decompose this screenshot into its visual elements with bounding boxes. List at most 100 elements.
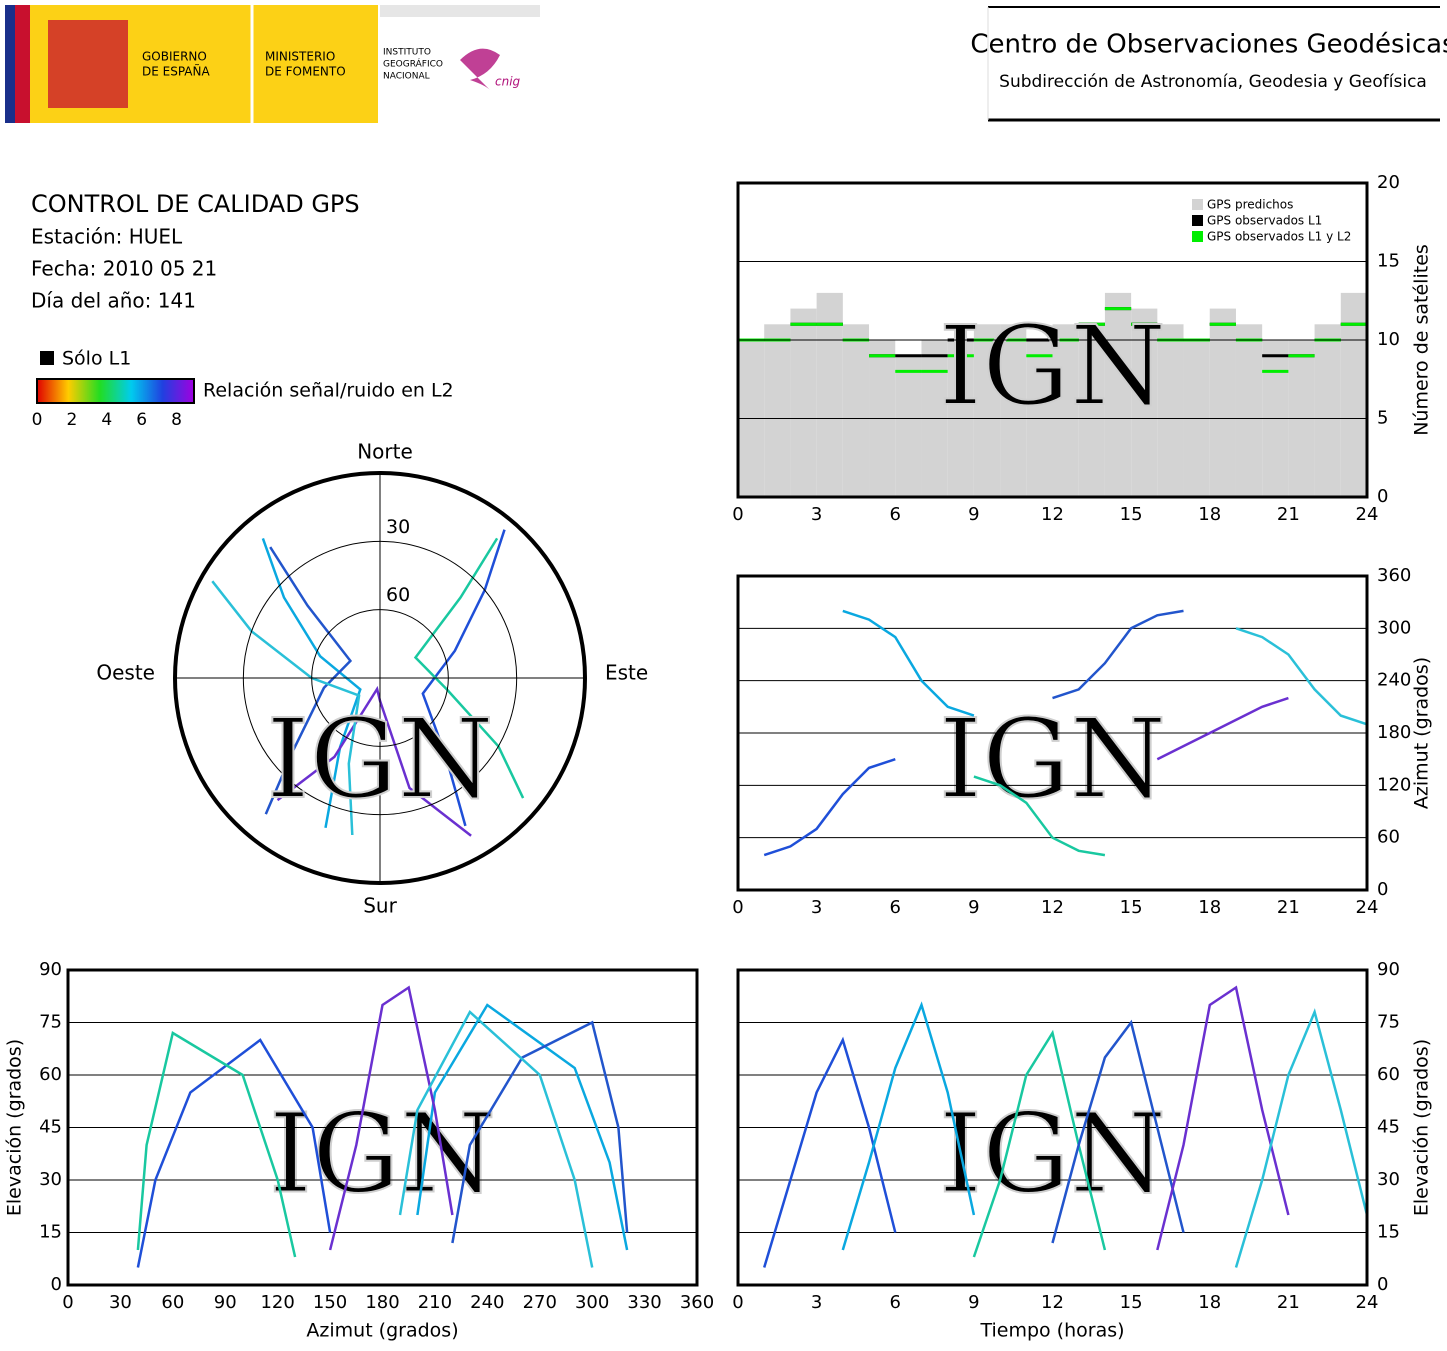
y-axis-label: Elevación (grados) bbox=[1411, 1039, 1433, 1216]
colorbar-label: Relación señal/ruido en L2 bbox=[203, 380, 454, 402]
plot-frame bbox=[66, 968, 699, 1287]
predicted-bar bbox=[1314, 324, 1341, 497]
x-tick-label: 0 bbox=[62, 1292, 73, 1313]
report-title: CONTROL DE CALIDAD GPS bbox=[31, 190, 360, 218]
legend-swatch bbox=[1192, 231, 1203, 242]
x-tick-label: 60 bbox=[161, 1292, 184, 1313]
y-tick-label: 15 bbox=[1377, 251, 1400, 272]
x-tick-label: 90 bbox=[214, 1292, 237, 1313]
y-axis-label: Azimut (grados) bbox=[1411, 657, 1433, 809]
legend-entry: GPS predichos bbox=[1207, 198, 1293, 212]
day-of-year: Día del año: 141 bbox=[31, 289, 196, 313]
legend-entry: GPS observados L1 bbox=[1207, 214, 1322, 228]
x-tick-label: 21 bbox=[1277, 1292, 1300, 1313]
y-tick-label: 75 bbox=[39, 1012, 62, 1033]
predicted-bar bbox=[790, 308, 817, 497]
ring-label: 60 bbox=[386, 584, 410, 606]
x-tick-label: 21 bbox=[1277, 504, 1300, 525]
x-tick-label: 0 bbox=[732, 897, 743, 918]
direction-label: Oeste bbox=[96, 661, 155, 685]
x-tick-label: 3 bbox=[811, 504, 822, 525]
y-tick-label: 60 bbox=[1377, 827, 1400, 848]
sky-track bbox=[276, 685, 472, 837]
y-tick-label: 45 bbox=[39, 1117, 62, 1138]
plot-frame bbox=[736, 968, 1369, 1287]
sky-track bbox=[264, 546, 353, 815]
l1-legend: Sólo L1 bbox=[62, 348, 131, 370]
y-tick-label: 45 bbox=[1377, 1117, 1400, 1138]
y-tick-label: 90 bbox=[1377, 959, 1400, 980]
date: Fecha: 2010 05 21 bbox=[31, 257, 217, 281]
track bbox=[842, 609, 975, 717]
direction-label: Este bbox=[605, 661, 648, 685]
watermark: IGN bbox=[266, 695, 494, 823]
y-tick-label: 180 bbox=[1377, 722, 1411, 743]
x-tick-label: 18 bbox=[1198, 504, 1221, 525]
center-title: Centro de Observaciones Geodésicas bbox=[970, 30, 1447, 60]
y-tick-label: 360 bbox=[1377, 565, 1411, 586]
x-tick-label: 12 bbox=[1041, 504, 1064, 525]
y-tick-label: 0 bbox=[1377, 486, 1388, 507]
track bbox=[972, 1029, 1107, 1258]
y-tick-label: 0 bbox=[1377, 879, 1388, 900]
direction-label: Sur bbox=[363, 894, 397, 918]
predicted-bar bbox=[1157, 324, 1184, 497]
track bbox=[328, 985, 454, 1251]
colorbar-tick: 4 bbox=[101, 410, 112, 430]
predicted-bar bbox=[973, 324, 1001, 497]
x-tick-label: 24 bbox=[1356, 897, 1379, 918]
x-tick-label: 21 bbox=[1277, 897, 1300, 918]
gov-text: GOBIERNO bbox=[142, 50, 207, 64]
predicted-bar bbox=[1078, 324, 1105, 497]
predicted-bar bbox=[1235, 324, 1263, 497]
legend-entry: GPS observados L1 y L2 bbox=[1207, 230, 1351, 244]
predicted-bar bbox=[1209, 308, 1236, 497]
l1-swatch bbox=[40, 351, 54, 365]
ign-text: NACIONAL bbox=[383, 72, 430, 82]
track bbox=[1234, 1008, 1369, 1268]
track bbox=[136, 1031, 297, 1258]
y-tick-label: 15 bbox=[39, 1222, 62, 1243]
y-tick-label: 15 bbox=[1377, 1222, 1400, 1243]
colorbar bbox=[36, 378, 195, 404]
watermark: IGN bbox=[269, 1089, 497, 1217]
x-tick-label: 15 bbox=[1120, 504, 1143, 525]
direction-label: Norte bbox=[357, 440, 413, 464]
sky-track bbox=[211, 580, 361, 836]
header-logos: GOBIERNO DE ESPAÑA MINISTERIO DE FOMENTO… bbox=[5, 5, 540, 123]
ign-text: INSTITUTO bbox=[383, 48, 431, 58]
y-tick-label: 20 bbox=[1377, 172, 1400, 193]
x-tick-label: 330 bbox=[627, 1292, 661, 1313]
track bbox=[1051, 1019, 1185, 1244]
x-tick-label: 240 bbox=[470, 1292, 504, 1313]
x-tick-label: 9 bbox=[968, 1292, 979, 1313]
track bbox=[1156, 696, 1289, 761]
legend-swatch bbox=[1192, 199, 1203, 210]
x-tick-label: 120 bbox=[260, 1292, 294, 1313]
colorbar-tick: 0 bbox=[32, 410, 43, 430]
y-tick-label: 0 bbox=[1377, 1274, 1388, 1295]
ign-text: GEOGRÁFICO bbox=[383, 58, 443, 70]
x-tick-label: 3 bbox=[811, 897, 822, 918]
x-tick-label: 6 bbox=[890, 1292, 901, 1313]
track bbox=[398, 1010, 594, 1268]
predicted-bar bbox=[1052, 324, 1079, 497]
ring-label: 30 bbox=[386, 516, 410, 538]
predicted-bar bbox=[1104, 292, 1132, 497]
y-tick-label: 90 bbox=[39, 959, 62, 980]
watermark: IGN bbox=[939, 695, 1167, 823]
predicted-bar bbox=[842, 324, 870, 497]
y-axis-label: Elevación (grados) bbox=[4, 1039, 26, 1216]
x-tick-label: 30 bbox=[109, 1292, 132, 1313]
track bbox=[416, 1003, 629, 1251]
track bbox=[1235, 627, 1368, 726]
x-tick-label: 300 bbox=[575, 1292, 609, 1313]
x-tick-label: 0 bbox=[732, 1292, 743, 1313]
gov-text: DE ESPAÑA bbox=[142, 64, 210, 79]
y-tick-label: 60 bbox=[1377, 1064, 1400, 1085]
plot-frame bbox=[736, 181, 1369, 499]
x-tick-label: 24 bbox=[1356, 504, 1379, 525]
y-tick-label: 75 bbox=[1377, 1012, 1400, 1033]
sky-track bbox=[421, 529, 506, 827]
